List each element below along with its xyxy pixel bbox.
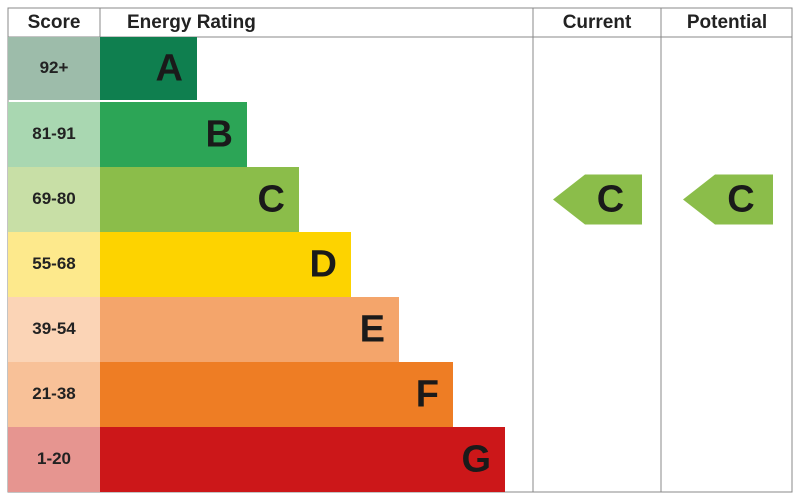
rating-letter: E (360, 309, 385, 351)
rating-bar (100, 362, 453, 427)
rating-letter: G (461, 439, 491, 481)
score-label: 55-68 (32, 254, 75, 273)
rating-letter: C (258, 179, 285, 221)
rating-bar (100, 102, 247, 167)
score-cell (8, 362, 100, 427)
rating-bar (100, 167, 299, 232)
potential-arrow (683, 174, 773, 225)
rating-bar (100, 297, 399, 362)
score-cell (8, 37, 100, 100)
header-rating: Energy Rating (127, 12, 256, 33)
rating-bar (100, 37, 197, 100)
rating-bar (100, 427, 505, 492)
potential-letter: C (727, 179, 754, 221)
score-label: 92+ (40, 58, 69, 77)
score-label: 69-80 (32, 189, 75, 208)
rating-letter: D (310, 244, 337, 286)
score-label: 81-91 (32, 124, 75, 143)
header-potential: Potential (687, 12, 767, 33)
rating-letter: B (206, 114, 233, 156)
header-current: Current (563, 12, 632, 33)
score-cell (8, 297, 100, 362)
current-letter: C (597, 179, 624, 221)
score-cell (8, 232, 100, 297)
score-cell (8, 102, 100, 167)
score-label: 1-20 (37, 449, 71, 468)
score-label: 39-54 (32, 319, 76, 338)
rating-bar (100, 232, 351, 297)
header-score: Score (28, 12, 81, 33)
rating-letter: A (156, 48, 183, 90)
rating-letter: F (416, 374, 439, 416)
current-arrow (553, 174, 642, 225)
score-label: 21-38 (32, 384, 75, 403)
score-cell (8, 167, 100, 232)
score-cell (8, 427, 100, 492)
